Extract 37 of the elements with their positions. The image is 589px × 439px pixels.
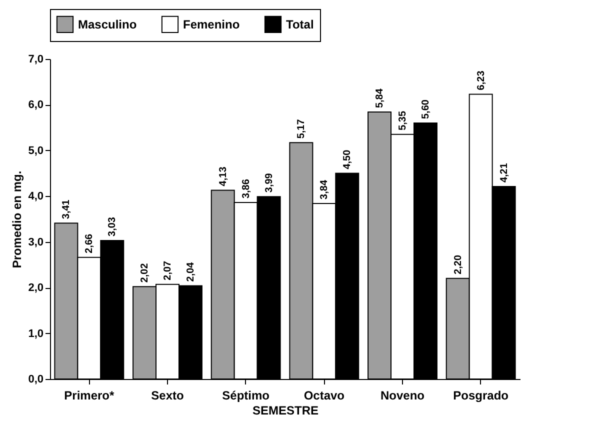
data-label: 6,23 [476,70,487,90]
data-label: 5,84 [374,88,386,108]
data-label: 3,03 [107,216,118,236]
data-label: 5,60 [420,99,432,119]
x-tick-label: Posgrado [453,388,509,402]
x-tick-label: Primero* [64,388,115,402]
data-label: 2,02 [140,262,151,283]
y-tick-label: 5,0 [28,144,44,157]
data-label: 4,13 [218,166,229,186]
data-label: 3,99 [264,172,275,193]
y-tick-label: 4,0 [28,190,44,203]
legend-label: Femenino [183,17,240,32]
data-label: 2,66 [84,234,96,254]
data-label: 3,41 [61,199,72,220]
data-label: 4,21 [498,162,510,183]
y-tick-label: 3,0 [28,236,44,248]
y-tick-label: 7,0 [28,54,44,66]
x-tick-label: Séptimo [222,388,270,402]
data-label: 5,17 [296,118,308,139]
data-label: 2,07 [162,260,174,280]
data-label: 2,20 [452,254,464,274]
data-label: 2,04 [185,262,196,282]
data-label: 3,86 [240,178,252,199]
y-tick-label: 0,0 [28,374,44,386]
x-axis-title: SEMESTRE [252,404,319,418]
y-tick-label: 6,0 [28,99,44,112]
data-label: 4,50 [342,149,354,170]
x-tick-label: Sexto [151,388,184,402]
y-tick-label: 1,0 [28,328,44,340]
data-label: 3,84 [319,180,330,200]
y-axis-title: Promedio en mg. [10,170,24,268]
x-tick-label: Octavo [304,388,345,402]
data-label: 5,35 [398,110,408,130]
x-tick-label: Noveno [380,388,425,402]
y-tick-label: 2,0 [28,282,44,294]
legend-label: Masculino [78,17,137,32]
legend-label: Total [286,17,314,32]
